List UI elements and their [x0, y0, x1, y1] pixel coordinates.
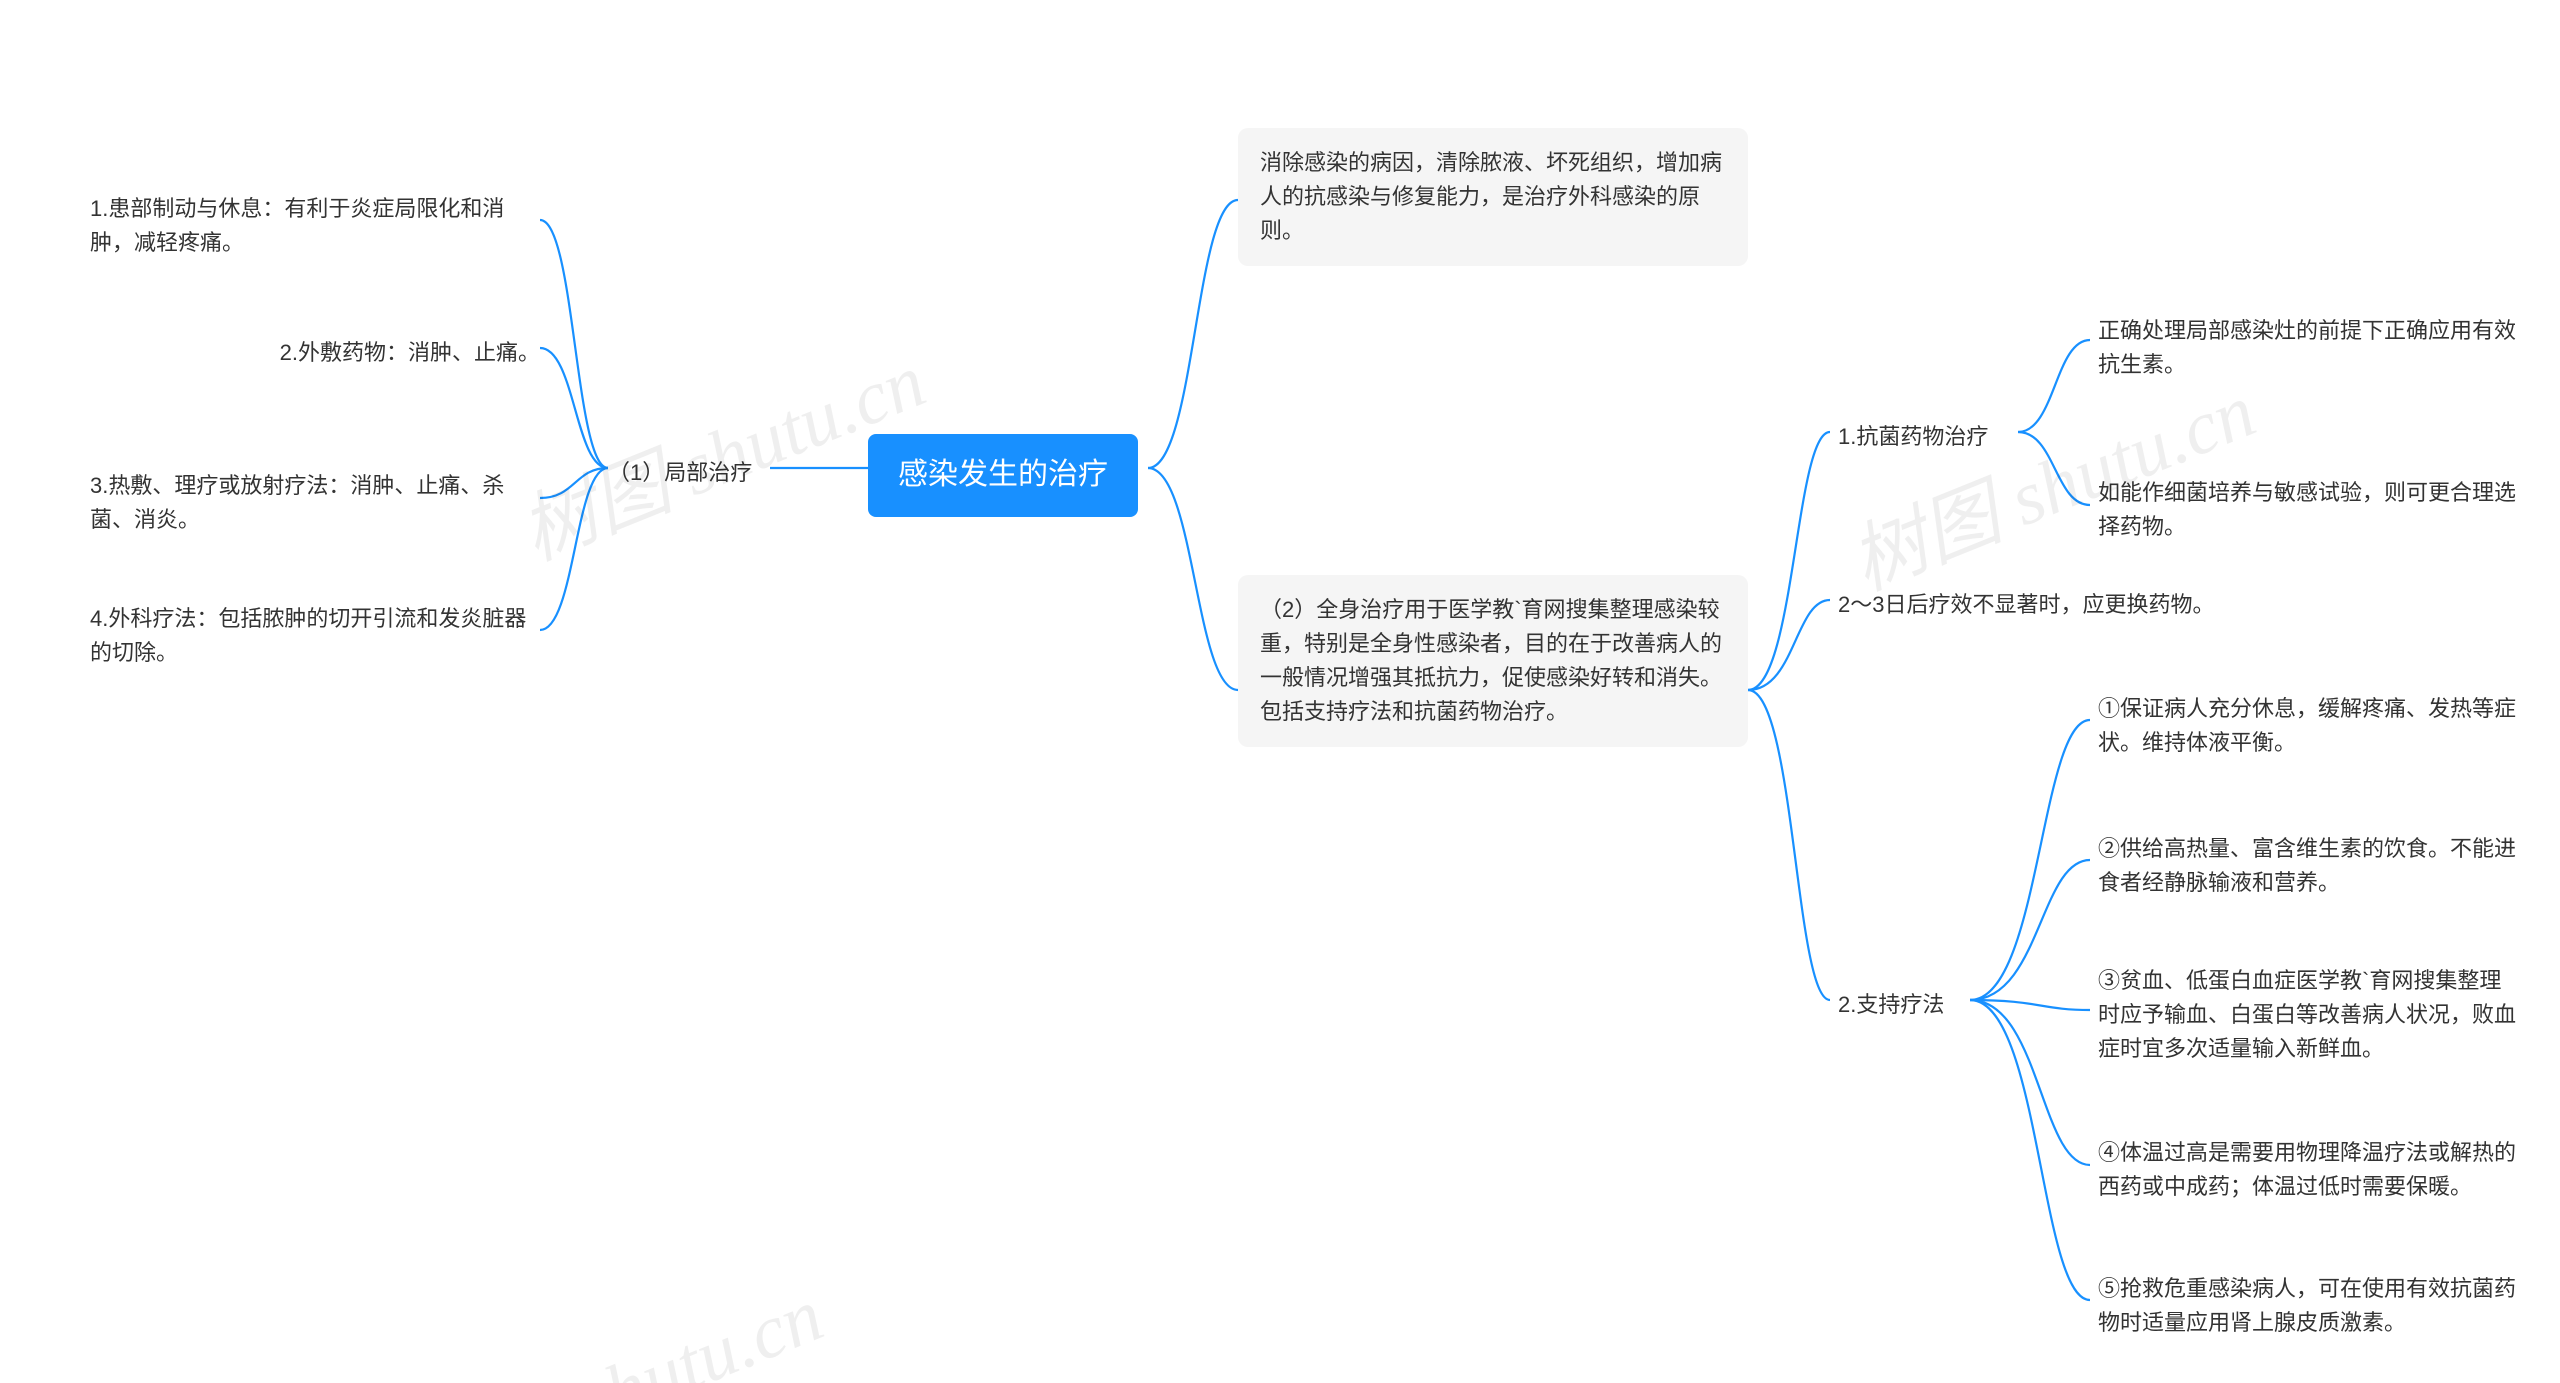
- left-child-4: 4.外科疗法：包括脓肿的切开引流和发炎脏器的切除。: [90, 598, 540, 674]
- principle-box: 消除感染的病因，清除脓液、坏死组织，增加病人的抗感染与修复能力，是治疗外科感染的…: [1238, 128, 1748, 266]
- left-child-3: 3.热敷、理疗或放射疗法：消肿、止痛、杀菌、消炎。: [90, 465, 540, 541]
- antibiotic-child-1: 正确处理局部感染灶的前提下正确应用有效抗生素。: [2098, 310, 2518, 386]
- left-child-1: 1.患部制动与休息：有利于炎症局限化和消肿，减轻疼痛。: [90, 188, 540, 264]
- supportive-child-5: ⑤抢救危重感染病人，可在使用有效抗菌药物时适量应用肾上腺皮质激素。: [2098, 1268, 2518, 1344]
- root-node: 感染发生的治疗: [868, 434, 1138, 517]
- supportive-child-2: ②供给高热量、富含维生素的饮食。不能进食者经静脉输液和营养。: [2098, 828, 2518, 904]
- supportive-child-3: ③贫血、低蛋白血症医学教`育网搜集整理时应予输血、白蛋白等改善病人状况，败血症时…: [2098, 960, 2518, 1070]
- supportive-child-4: ④体温过高是需要用物理降温疗法或解热的西药或中成药；体温过低时需要保暖。: [2098, 1132, 2518, 1208]
- supportive-child-1: ①保证病人充分休息，缓解疼痛、发热等症状。维持体液平衡。: [2098, 688, 2518, 764]
- systemic-box: （2）全身治疗用于医学教`育网搜集整理感染较重，特别是全身性感染者，目的在于改善…: [1238, 575, 1748, 747]
- left-child-2: 2.外敷药物：消肿、止痛。: [90, 332, 540, 374]
- change-drug: 2～3日后疗效不显著时，应更换药物。: [1838, 584, 2268, 626]
- branch-local-label: （1）局部治疗: [608, 460, 752, 485]
- root-label: 感染发生的治疗: [898, 458, 1108, 491]
- branch-local-treatment: （1）局部治疗: [608, 452, 752, 494]
- supportive-branch: 2.支持疗法: [1838, 984, 1944, 1026]
- watermark-2: shutu.cn: [565, 1272, 834, 1383]
- antibiotic-child-2: 如能作细菌培养与敏感试验，则可更合理选择药物。: [2098, 472, 2518, 548]
- antibiotic-branch: 1.抗菌药物治疗: [1838, 416, 1988, 458]
